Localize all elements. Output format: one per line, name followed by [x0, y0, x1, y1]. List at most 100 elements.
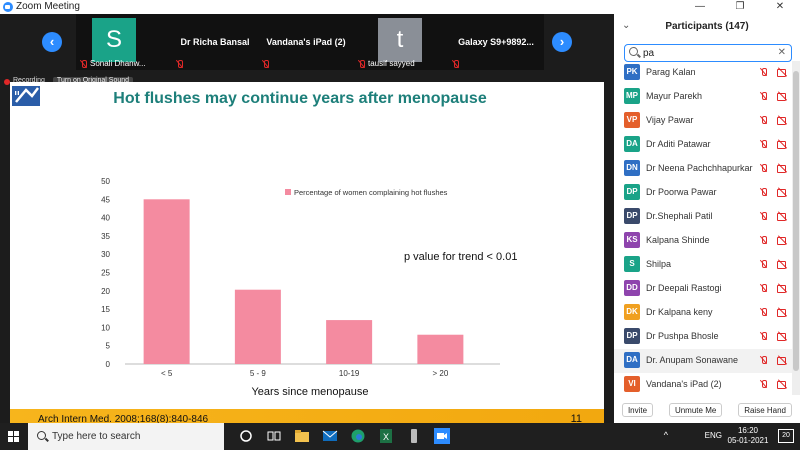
participant-row[interactable]: DP Dr Pushpa Bhosle	[614, 325, 792, 349]
y-tick-label: 30	[101, 250, 110, 259]
edge-browser-icon[interactable]	[350, 428, 366, 444]
y-tick-label: 5	[106, 342, 111, 351]
raise-hand-button[interactable]: Raise Hand	[738, 403, 793, 417]
windows-start-icon[interactable]	[0, 423, 28, 450]
participant-search[interactable]: ✕	[624, 44, 792, 62]
video-off-icon[interactable]	[777, 116, 788, 125]
minimize-icon[interactable]: —	[695, 1, 705, 12]
collapse-panel-icon[interactable]: ⌄	[622, 20, 631, 31]
slide-number: 11	[570, 413, 582, 425]
video-off-icon[interactable]	[777, 140, 788, 149]
tile-label	[176, 59, 186, 68]
video-strip: ‹ S Sonali Dhanw... Dr Richa Bansal Vand…	[0, 14, 614, 72]
participant-name: Kalpana Shinde	[646, 235, 710, 245]
video-off-icon[interactable]	[777, 260, 788, 269]
clock[interactable]: 16:20 05-01-2021	[726, 426, 770, 446]
mic-muted-icon[interactable]	[760, 380, 768, 388]
video-tile[interactable]: Dr Richa Bansal	[172, 14, 258, 70]
video-off-icon[interactable]	[777, 236, 788, 245]
video-off-icon[interactable]	[777, 308, 788, 317]
participant-row[interactable]: DN Dr Neena Pachchhapurkar	[614, 157, 792, 181]
x-tick-label: < 5	[161, 369, 173, 378]
zoom-app-icon[interactable]	[434, 428, 450, 444]
task-view-icon[interactable]	[266, 428, 282, 444]
scrollbar-thumb[interactable]	[793, 71, 799, 371]
video-off-icon[interactable]	[777, 212, 788, 221]
unmute-me-button[interactable]: Unmute Me	[668, 403, 723, 417]
x-tick-label: > 20	[432, 369, 448, 378]
mic-muted-icon[interactable]	[760, 332, 768, 340]
prev-page-icon[interactable]: ‹	[42, 32, 62, 52]
participants-panel: ⌄ Participants (147) ✕ PK Parag Kalan MP Ma…	[614, 14, 800, 423]
video-off-icon[interactable]	[777, 380, 788, 389]
participant-row[interactable]: DP Dr.Shephali Patil	[614, 205, 792, 229]
excel-icon[interactable]: X	[378, 428, 394, 444]
participant-row[interactable]: DP Dr Poorwa Pawar	[614, 181, 792, 205]
x-tick-label: 5 - 9	[250, 369, 267, 378]
participant-avatar: DP	[624, 208, 640, 224]
video-off-icon[interactable]	[777, 188, 788, 197]
participant-row[interactable]: DA Dr. Anupam Sonawane	[614, 349, 792, 373]
restore-icon[interactable]: ❐	[735, 1, 745, 12]
citation: Arch Intern Med. 2008;168(8):840-846	[38, 414, 209, 425]
participant-row[interactable]: PK Parag Kalan	[614, 61, 792, 85]
tile-label	[452, 59, 462, 68]
file-explorer-icon[interactable]	[294, 428, 310, 444]
participant-row[interactable]: DD Dr Deepali Rastogi	[614, 277, 792, 301]
participant-row[interactable]: S Shilpa	[614, 253, 792, 277]
language-indicator[interactable]: ENG	[704, 431, 722, 440]
mic-muted-icon[interactable]	[760, 140, 768, 148]
video-off-icon[interactable]	[777, 68, 788, 77]
video-off-icon[interactable]	[777, 356, 788, 365]
video-tile[interactable]: t tausif sayyed	[354, 14, 448, 70]
participants-title: Participants (147)	[665, 21, 749, 32]
mic-muted-icon[interactable]	[760, 308, 768, 316]
participant-row[interactable]: DK Dr Kalpana keny	[614, 301, 792, 325]
mic-muted-icon[interactable]	[760, 236, 768, 244]
video-off-icon[interactable]	[777, 92, 788, 101]
tray-expand-icon[interactable]: ^	[663, 430, 668, 440]
participant-row[interactable]: DA Dr Aditi Patawar	[614, 133, 792, 157]
x-tick-label: 10-19	[339, 369, 360, 378]
participant-row[interactable]: KS Kalpana Shinde	[614, 229, 792, 253]
video-tile[interactable]: S Sonali Dhanw...	[76, 14, 172, 70]
mic-muted-icon[interactable]	[760, 92, 768, 100]
video-tile[interactable]: Galaxy S9+9892...	[448, 14, 544, 70]
mic-muted-icon[interactable]	[760, 284, 768, 292]
participant-row[interactable]: VP Vijay Pawar	[614, 109, 792, 133]
mic-muted-icon[interactable]	[760, 260, 768, 268]
video-off-icon[interactable]	[777, 164, 788, 173]
phone-icon[interactable]	[406, 428, 422, 444]
next-page-icon[interactable]: ›	[552, 32, 572, 52]
x-axis-title: Years since menopause	[251, 386, 368, 398]
search-input[interactable]	[643, 46, 773, 60]
mic-muted-icon[interactable]	[760, 212, 768, 220]
taskbar-search[interactable]: Type here to search	[28, 423, 224, 450]
mic-muted-icon[interactable]	[760, 68, 768, 76]
clear-search-icon[interactable]: ✕	[777, 47, 786, 58]
notifications-icon[interactable]: 20	[778, 429, 794, 443]
mic-muted-icon[interactable]	[760, 188, 768, 196]
video-off-icon[interactable]	[777, 332, 788, 341]
participant-avatar: DP	[624, 184, 640, 200]
invite-button[interactable]: Invite	[621, 403, 654, 417]
video-off-icon[interactable]	[777, 284, 788, 293]
tile-name: tausif sayyed	[368, 59, 415, 68]
participant-scrollbar[interactable]	[792, 61, 800, 395]
bar	[417, 334, 464, 364]
video-tile[interactable]: Vandana's iPad (2)	[258, 14, 354, 70]
participant-avatar: DP	[624, 328, 640, 344]
participant-status	[758, 307, 788, 319]
mic-muted-icon[interactable]	[760, 164, 768, 172]
participant-row[interactable]: VI Vandana's iPad (2)	[614, 373, 792, 395]
participant-avatar: DA	[624, 352, 640, 368]
mic-muted-icon[interactable]	[760, 356, 768, 364]
slide-title: Hot flushes may continue years after men…	[113, 90, 487, 107]
cortana-icon[interactable]	[238, 428, 254, 444]
panel-header: ⌄ Participants (147)	[614, 14, 800, 40]
mic-muted-icon[interactable]	[760, 116, 768, 124]
participant-row[interactable]: MP Mayur Parekh	[614, 85, 792, 109]
mail-icon[interactable]	[322, 428, 338, 444]
close-icon[interactable]: ✕	[775, 1, 785, 12]
